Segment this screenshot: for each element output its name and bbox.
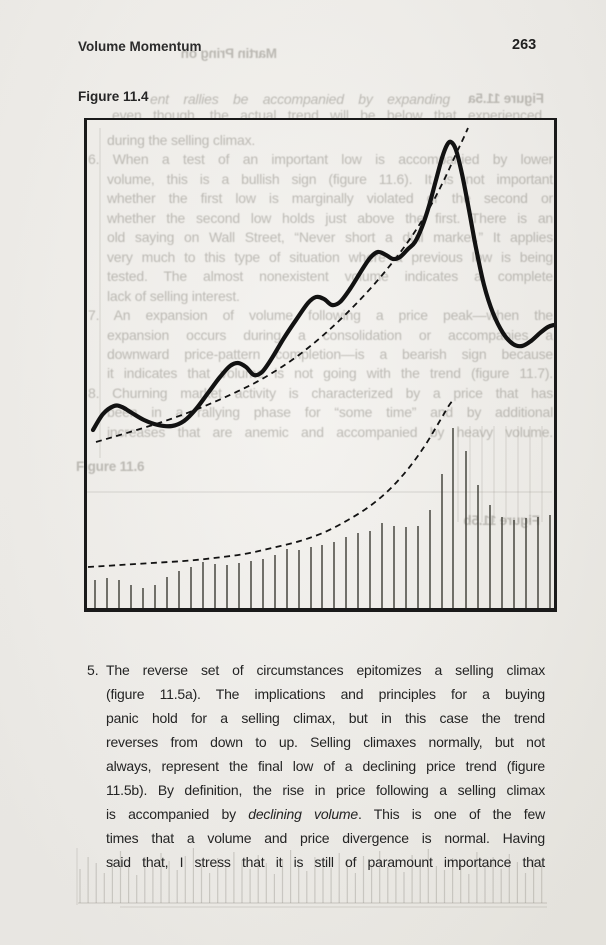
body-text-line: reverses from down to up. Selling climax… bbox=[106, 734, 545, 750]
body-text-line: (figure 11.5a). The implications and pri… bbox=[106, 686, 545, 702]
ghost-text-line: ent rallies be accompanied by expanding bbox=[150, 91, 450, 107]
body-text-line: times that a volume and price divergence… bbox=[106, 830, 545, 846]
body-text-line: said that, I stress that it is still of … bbox=[106, 854, 545, 870]
body-text-line: is accompanied by declining volume. This… bbox=[106, 806, 545, 822]
running-header: Volume Momentum bbox=[78, 39, 202, 54]
body-text-line: 11.5b). By definition, the rise in price… bbox=[106, 782, 545, 798]
figure-chart-frame bbox=[84, 118, 557, 612]
ghost-text-line: Figure 11.5a bbox=[468, 91, 544, 106]
body-text-line: always, represent the final low of a dec… bbox=[106, 758, 545, 774]
figure-label: Figure 11.4 bbox=[78, 89, 149, 104]
body-text-line: panic hold for a selling climax, but in … bbox=[106, 710, 545, 726]
page-number: 263 bbox=[512, 37, 537, 53]
list-number: 5. bbox=[87, 662, 99, 678]
paragraph-lines: The reverse set of circumstances epitomi… bbox=[106, 658, 545, 874]
body-text-line: The reverse set of circumstances epitomi… bbox=[106, 662, 545, 678]
body-paragraph: 5. The reverse set of circumstances epit… bbox=[87, 658, 545, 874]
